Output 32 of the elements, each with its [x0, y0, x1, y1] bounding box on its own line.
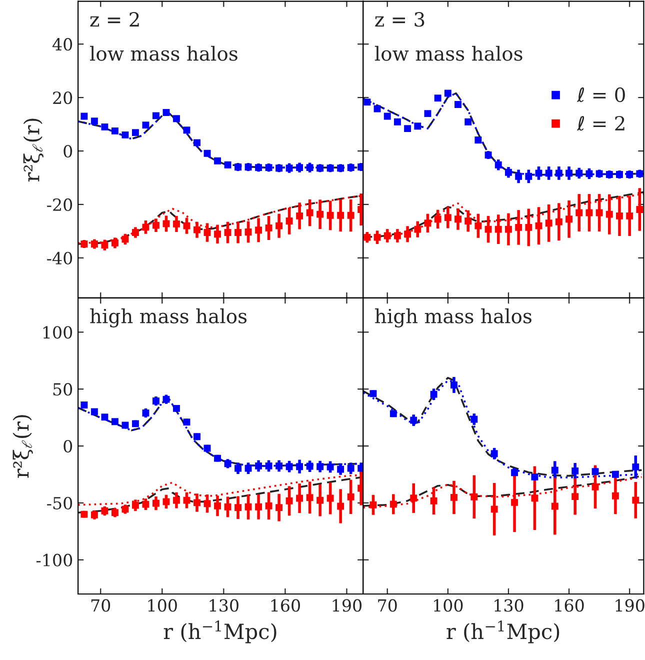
y-tick-label: 0 [64, 144, 72, 158]
y-tick-label: 40 [52, 38, 72, 51]
x-tick-label: 70 [91, 599, 110, 612]
annotation: z = 3 [375, 12, 424, 27]
annotation: high mass halos [375, 308, 532, 328]
x-tick-label: 160 [555, 599, 584, 612]
legend-label: ℓ = 0 [576, 87, 625, 102]
y-tick-label: -40 [47, 252, 72, 264]
y-axis-title: r²ξ$_{ℓ}$(r) [23, 118, 44, 182]
y-tick-label: 100 [43, 326, 72, 339]
y-tick-label: -100 [36, 554, 72, 566]
x-tick-label: 190 [332, 599, 362, 612]
y-tick-label: -50 [47, 496, 72, 510]
x-tick-label: 190 [616, 599, 644, 612]
y-tick-label: 20 [53, 92, 72, 104]
x-axis-title: r (h$^{−1}$Mpc) [446, 620, 560, 644]
x-tick-label: 70 [378, 599, 397, 612]
x-tick-label: 160 [271, 599, 300, 612]
y-tick-label: 50 [53, 383, 72, 396]
x-tick-label: 100 [148, 599, 177, 612]
x-tick-label: 130 [210, 599, 238, 612]
y-tick-label: -20 [47, 198, 72, 212]
y-axis-title: r²ξ$_{ℓ}$(r) [12, 415, 33, 478]
annotation: z = 2 [90, 12, 139, 26]
x-tick-label: 100 [434, 599, 463, 612]
annotation: low mass halos [90, 46, 238, 61]
legend-label: ℓ = 2 [576, 116, 624, 131]
x-tick-label: 130 [494, 599, 524, 612]
annotation: low mass halos [374, 46, 522, 61]
annotation: high mass halos [90, 308, 247, 328]
y-tick-label: 0 [64, 440, 72, 453]
x-axis-title: r (h$^{−1}$Mpc) [164, 620, 276, 644]
